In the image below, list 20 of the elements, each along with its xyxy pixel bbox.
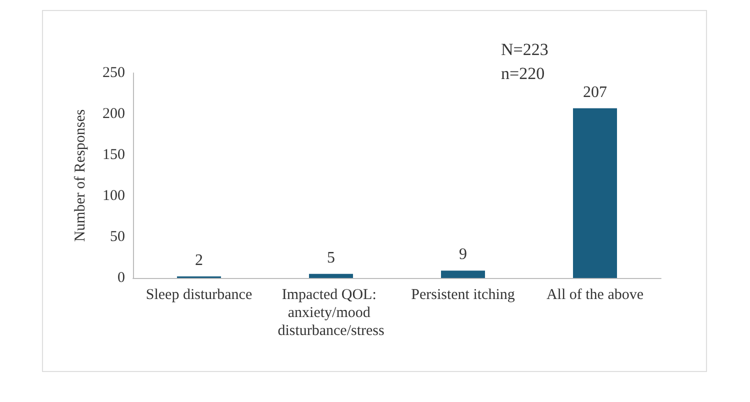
- y-axis-title: Number of Responses: [72, 109, 88, 242]
- data-label: 5: [327, 249, 335, 266]
- bar: [309, 274, 353, 278]
- x-tick-label: Sleep disturbance: [146, 287, 252, 303]
- data-label: 9: [459, 246, 467, 264]
- y-tick-label: 0: [118, 270, 125, 286]
- data-label: 207: [583, 84, 607, 101]
- y-tick-label: 150: [102, 147, 125, 163]
- y-tick-label: 200: [102, 106, 125, 122]
- x-tick-label: All of the above: [546, 287, 644, 303]
- bar: [441, 270, 485, 278]
- y-tick-label: 250: [102, 65, 125, 81]
- text: N=223: [501, 40, 548, 59]
- x-tick-label: Impacted QOL: anxiety/mood disturbance/stress: [278, 287, 384, 339]
- y-tick-label: 50: [110, 229, 125, 245]
- data-label: 2: [195, 252, 203, 269]
- annotation: n=220: [501, 64, 545, 83]
- x-tick-label: Persistent itching: [411, 287, 516, 303]
- bar: [573, 108, 617, 278]
- y-tick-label: 100: [102, 188, 125, 204]
